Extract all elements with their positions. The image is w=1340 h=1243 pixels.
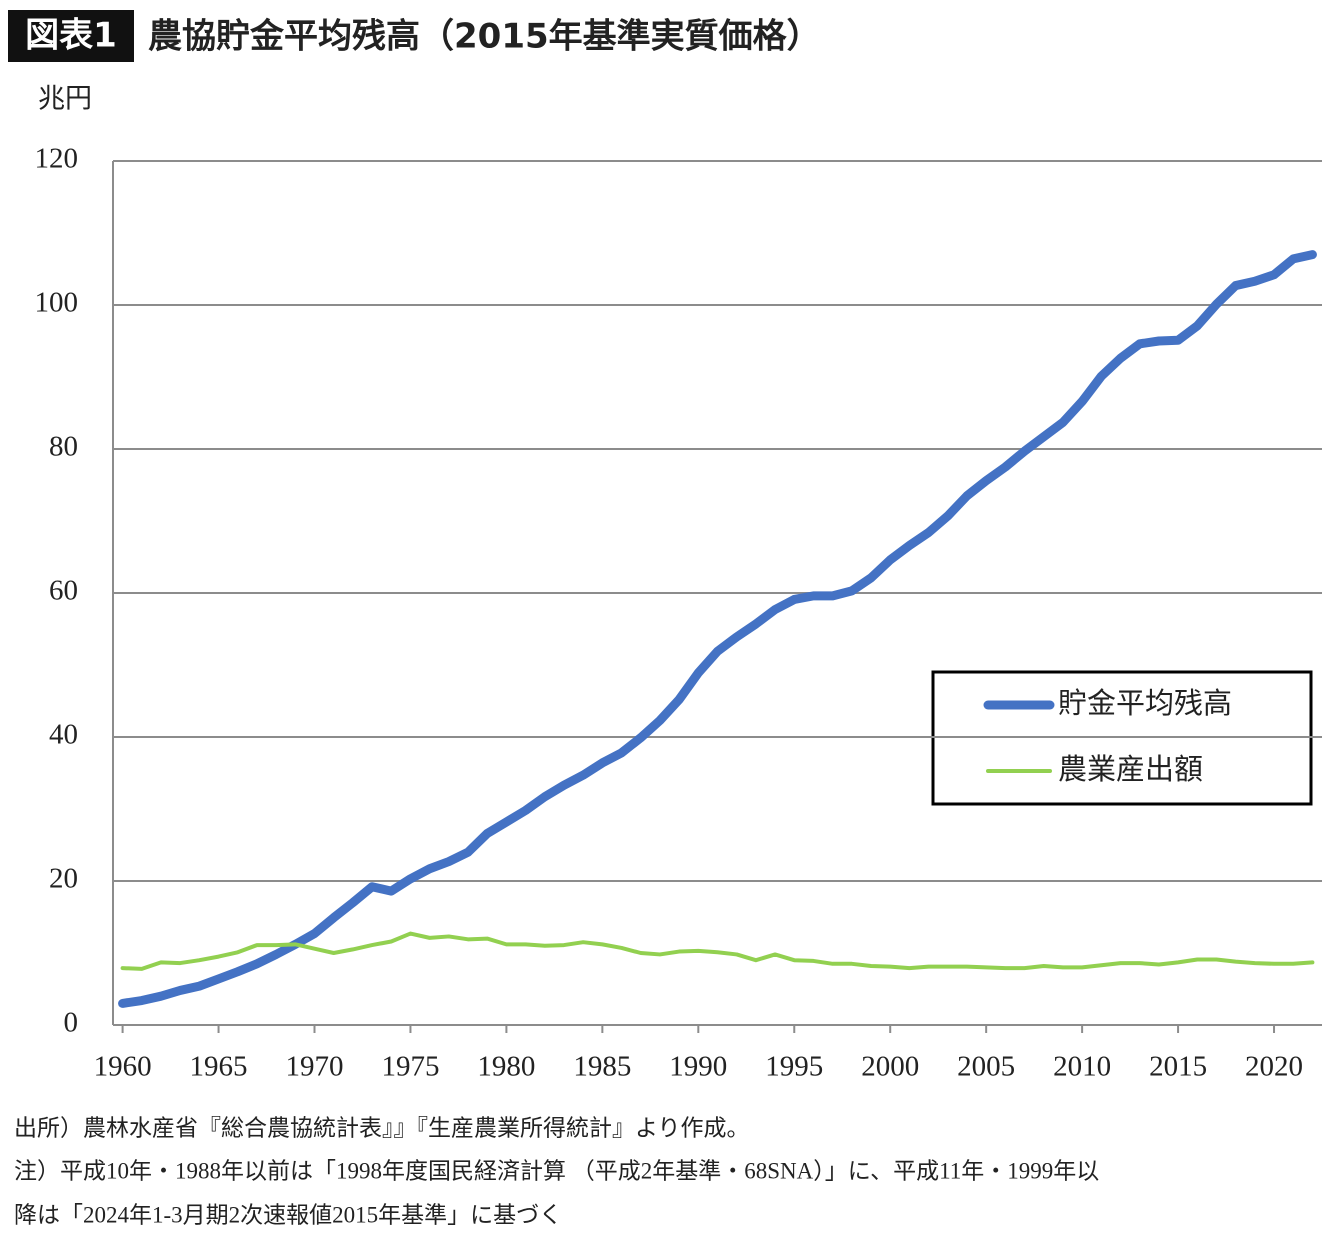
x-tick-label: 1995 (765, 1051, 823, 1083)
figure-label: 図表1 (25, 16, 117, 56)
note-line: 降は「2024年1-3月期2次速報値2015年基準」に基づく (14, 1202, 562, 1227)
x-tick-label: 1990 (669, 1051, 727, 1083)
figure-badge (8, 10, 134, 62)
source-note: 出所）農林水産省『総合農協統計表』』『生産農業所得統計』より作成。 (14, 1115, 750, 1140)
series-line (120, 931, 1315, 971)
x-tick-label: 2000 (861, 1051, 919, 1083)
note-line: 注）平成10年・1988年以前は「1998年度国民経済計算 （平成2年基準・68… (14, 1158, 1099, 1183)
x-tick-label: 1980 (477, 1051, 535, 1083)
x-tick-label: 1965 (190, 1051, 248, 1083)
x-tick-label: 2015 (1149, 1051, 1207, 1083)
y-tick-label: 0 (64, 1007, 79, 1039)
x-tick-label: 1985 (573, 1051, 631, 1083)
x-tick-label: 2020 (1245, 1051, 1303, 1083)
y-tick-label: 40 (49, 719, 78, 751)
series-line (118, 250, 1317, 1008)
x-tick-label: 1960 (94, 1051, 152, 1083)
chart-title: 農協貯金平均残高（2015年基準実質価格） (148, 17, 821, 57)
legend-label: 貯金平均残高 (1058, 686, 1232, 720)
y-tick-label: 120 (35, 143, 79, 175)
y-axis-label: 兆円 (38, 84, 92, 115)
x-tick-label: 1975 (381, 1051, 439, 1083)
x-tick-label: 1970 (286, 1051, 344, 1083)
y-tick-label: 60 (49, 575, 78, 607)
legend-label: 農業産出額 (1058, 752, 1203, 786)
x-tick-label: 2005 (957, 1051, 1015, 1083)
y-tick-label: 100 (35, 287, 79, 319)
y-tick-label: 20 (49, 863, 78, 895)
x-tick-label: 2010 (1053, 1051, 1111, 1083)
y-tick-label: 80 (49, 431, 78, 463)
